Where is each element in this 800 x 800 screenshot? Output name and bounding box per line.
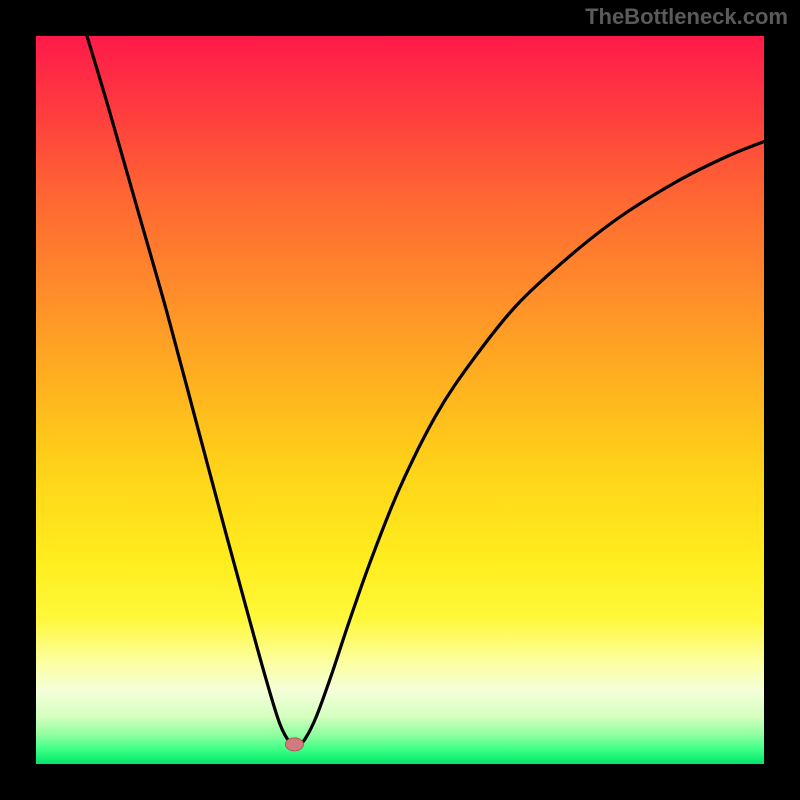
gradient-background <box>36 36 764 764</box>
bottleneck-chart <box>0 0 800 800</box>
watermark-text: TheBottleneck.com <box>585 4 788 30</box>
chart-container: TheBottleneck.com <box>0 0 800 800</box>
optimal-point-marker <box>285 738 303 751</box>
